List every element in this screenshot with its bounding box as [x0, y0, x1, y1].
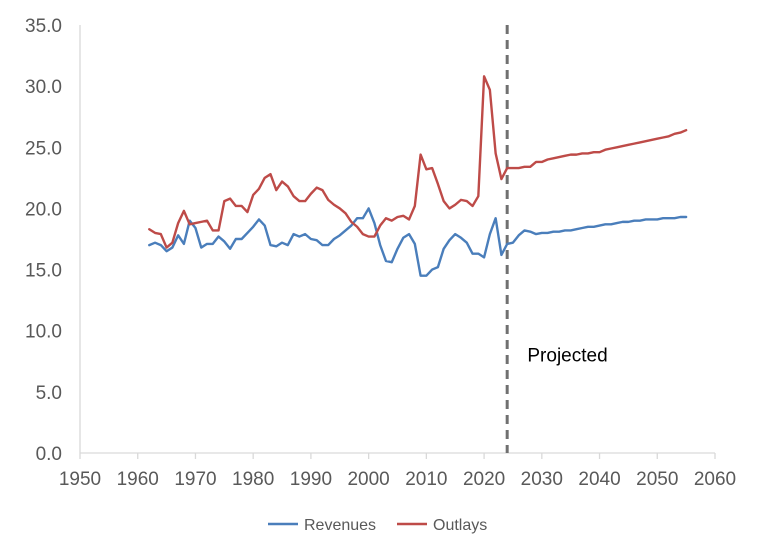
x-tick-label: 1970 [174, 469, 216, 490]
x-tick-label: 1980 [232, 469, 274, 490]
x-tick-label: 2010 [405, 469, 447, 490]
x-tick-label: 2000 [347, 469, 389, 490]
series-line-revenues [148, 207, 688, 277]
y-tick-label: 30.0 [25, 77, 62, 98]
y-tick-label: 5.0 [36, 383, 62, 404]
x-tick-label: 2060 [694, 469, 736, 490]
y-tick-label: 25.0 [25, 138, 62, 159]
y-tick-label: 0.0 [36, 444, 62, 465]
x-tick-label: 2050 [636, 469, 678, 490]
y-tick-label: 20.0 [25, 199, 62, 220]
x-tick-label: 2040 [578, 469, 620, 490]
x-tick-label: 1990 [290, 469, 332, 490]
x-tick-label: 2030 [521, 469, 563, 490]
y-tick-label: 10.0 [25, 322, 62, 343]
legend-label-outlays: Outlays [433, 517, 487, 534]
y-tick-label: 35.0 [25, 16, 62, 37]
x-tick-label: 2020 [463, 469, 505, 490]
series-line-outlays [148, 75, 688, 249]
legend-label-revenues: Revenues [304, 517, 376, 534]
y-tick-label: 15.0 [25, 261, 62, 282]
projected-annotation: Projected [527, 345, 607, 366]
x-tick-label: 1950 [59, 469, 101, 490]
x-tick-label: 1960 [117, 469, 159, 490]
